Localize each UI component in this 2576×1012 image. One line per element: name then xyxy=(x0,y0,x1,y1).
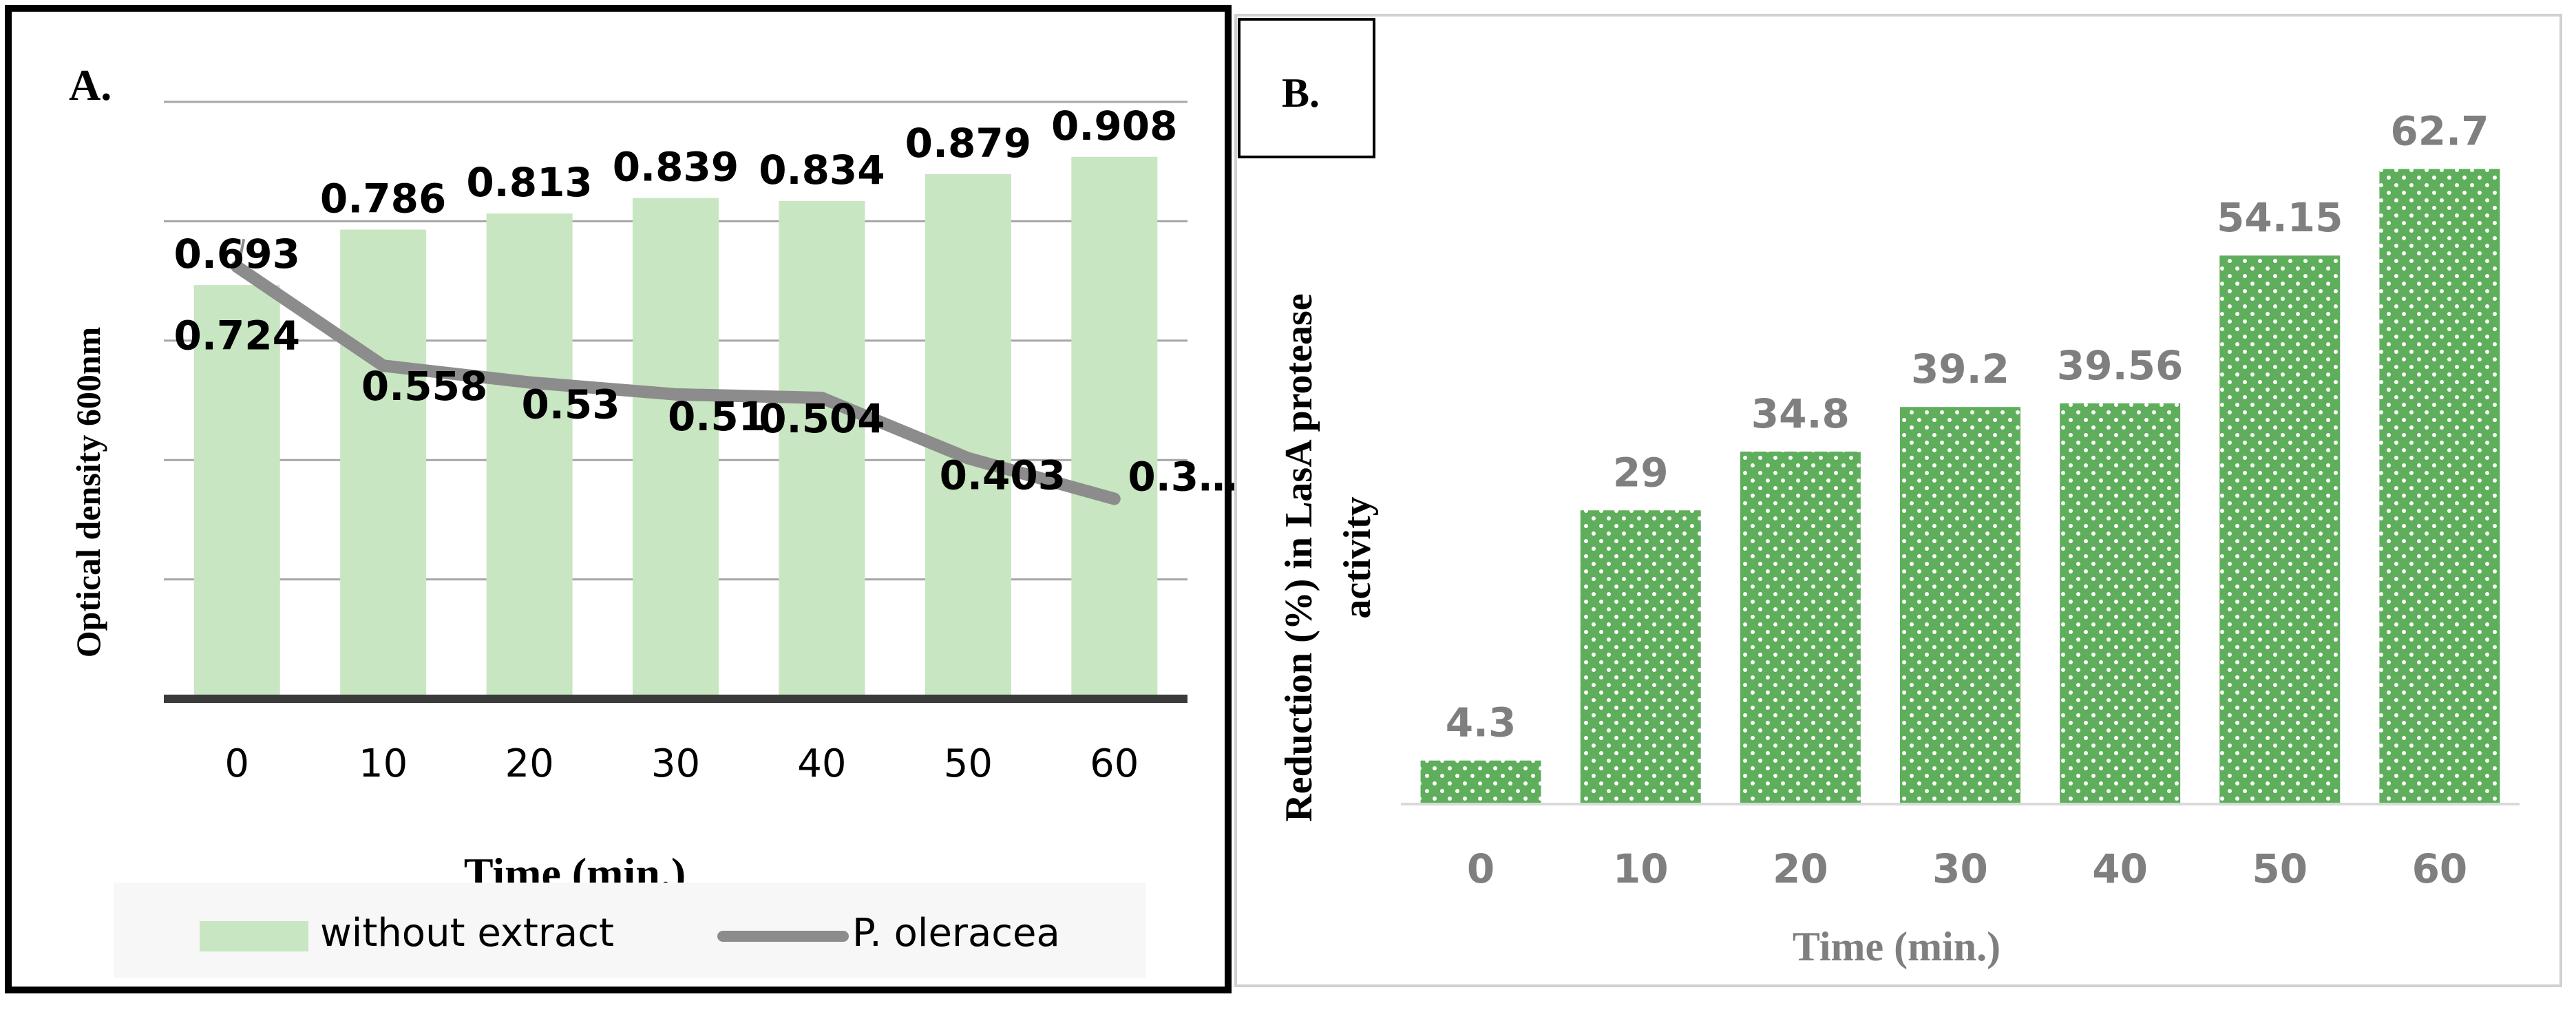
x-tick-label-60: 60 xyxy=(2412,845,2468,892)
bar-reduction-50 xyxy=(2219,255,2341,804)
line-value-label-0: 0.724 xyxy=(173,312,299,359)
bar-value-label-20: 0.813 xyxy=(466,159,592,206)
bar-value-label-40: 0.834 xyxy=(759,147,885,193)
legend-swatch-without-extract xyxy=(200,921,308,951)
bar-without-extract-50 xyxy=(925,173,1011,699)
x-tick-label-20: 20 xyxy=(505,741,553,786)
panel-a-line-series xyxy=(231,238,1121,505)
bar-value-label-10: 29 xyxy=(1613,449,1669,496)
bar-without-extract-0 xyxy=(193,285,280,699)
x-tick-label-50: 50 xyxy=(944,741,993,786)
panel-b-bars xyxy=(1401,169,2520,805)
panel-b-x-ticks: 0 10 20 30 40 50 60 xyxy=(1467,845,2467,892)
legend-label-p-oleracea: P. oleracea xyxy=(852,911,1060,956)
x-tick-label-20: 20 xyxy=(1773,845,1828,892)
bar-value-label-0: 0.693 xyxy=(173,231,299,277)
line-value-label-30: 0.51 xyxy=(668,393,766,440)
x-tick-label-10: 10 xyxy=(1613,845,1669,892)
x-tick-label-40: 40 xyxy=(2092,845,2148,892)
bar-reduction-40 xyxy=(2060,403,2181,804)
panel-b-frame xyxy=(1234,14,2562,987)
panel-b: B. 4.3 29 34.8 39.2 39.56 54.15 62.7 0 10 20 30 40… xyxy=(1234,14,2562,987)
bar-reduction-60 xyxy=(2379,169,2500,804)
panel-a-label: A. xyxy=(69,61,112,109)
bar-value-label-0: 4.3 xyxy=(1446,699,1517,746)
panel-a-line-labels: 0.724 0.558 0.53 0.510.504 0.403 0.3… xyxy=(173,312,1238,500)
x-tick-label-30: 30 xyxy=(1932,845,1988,892)
bar-without-extract-30 xyxy=(633,198,719,699)
bar-value-label-60: 62.7 xyxy=(2390,107,2489,154)
bar-without-extract-60 xyxy=(1071,156,1158,699)
x-tick-label-10: 10 xyxy=(359,741,408,786)
panel-a-bars xyxy=(164,156,1187,703)
label-leader-line xyxy=(237,238,246,267)
panel-a-y-axis-title: Optical density 600nm xyxy=(69,327,107,658)
line-value-label-10: 0.558 xyxy=(361,363,487,410)
x-tick-label-30: 30 xyxy=(651,741,700,786)
bar-value-label-10: 0.786 xyxy=(320,176,446,222)
panel-a-legend: without extract P. oleracea xyxy=(114,883,1146,978)
bar-reduction-10 xyxy=(1580,510,1701,804)
legend-label-without-extract: without extract xyxy=(320,911,614,956)
bar-reduction-20 xyxy=(1740,451,1861,804)
bar-reduction-30 xyxy=(1900,407,2020,804)
x-tick-label-0: 0 xyxy=(224,741,249,786)
bar-without-extract-40 xyxy=(779,200,865,699)
panel-b-y-axis-title-line2: activity xyxy=(1336,496,1379,618)
x-tick-label-50: 50 xyxy=(2252,845,2308,892)
line-value-label-50: 0.403 xyxy=(940,452,1066,499)
bar-value-label-50: 54.15 xyxy=(2217,194,2343,241)
panel-b-label: B. xyxy=(1282,70,1320,116)
panel-b-bar-labels: 4.3 29 34.8 39.2 39.56 54.15 62.7 xyxy=(1446,107,2489,746)
line-value-label-20: 0.53 xyxy=(522,381,620,428)
x-tick-label-0: 0 xyxy=(1467,845,1495,892)
bar-value-label-30: 0.839 xyxy=(613,144,739,191)
panel-b-x-axis-title: Time (min.) xyxy=(1793,924,2000,969)
bar-without-extract-20 xyxy=(486,213,573,699)
panel-b-label-box xyxy=(1238,18,1375,158)
panel-a-x-ticks: 0 10 20 30 40 50 60 xyxy=(224,741,1139,786)
bar-value-label-60: 0.908 xyxy=(1051,103,1177,149)
x-tick-label-40: 40 xyxy=(797,741,846,786)
bar-reduction-0 xyxy=(1420,760,1541,804)
bar-value-label-30: 39.2 xyxy=(1911,346,2009,392)
bar-value-label-20: 34.8 xyxy=(1751,390,1850,437)
panel-a-bar-labels: 0.693 0.786 0.813 0.839 0.834 0.879 0.908 xyxy=(173,103,1177,277)
bar-value-label-40: 39.56 xyxy=(2057,342,2183,389)
line-value-label-60: 0.3… xyxy=(1128,454,1238,500)
panel-a: A. 0.693 0.786 0.813 0.839 0.834 0.879 0.908 0… xyxy=(5,5,1238,993)
line-value-label-40: 0.504 xyxy=(759,395,885,442)
x-tick-label-60: 60 xyxy=(1090,741,1139,786)
line-p-oleracea xyxy=(231,260,1121,505)
bar-value-label-50: 0.879 xyxy=(905,120,1031,167)
bar-without-extract-10 xyxy=(340,229,427,699)
panel-b-y-axis-title-line1: Reduction (%) in LasA protease xyxy=(1278,293,1320,821)
